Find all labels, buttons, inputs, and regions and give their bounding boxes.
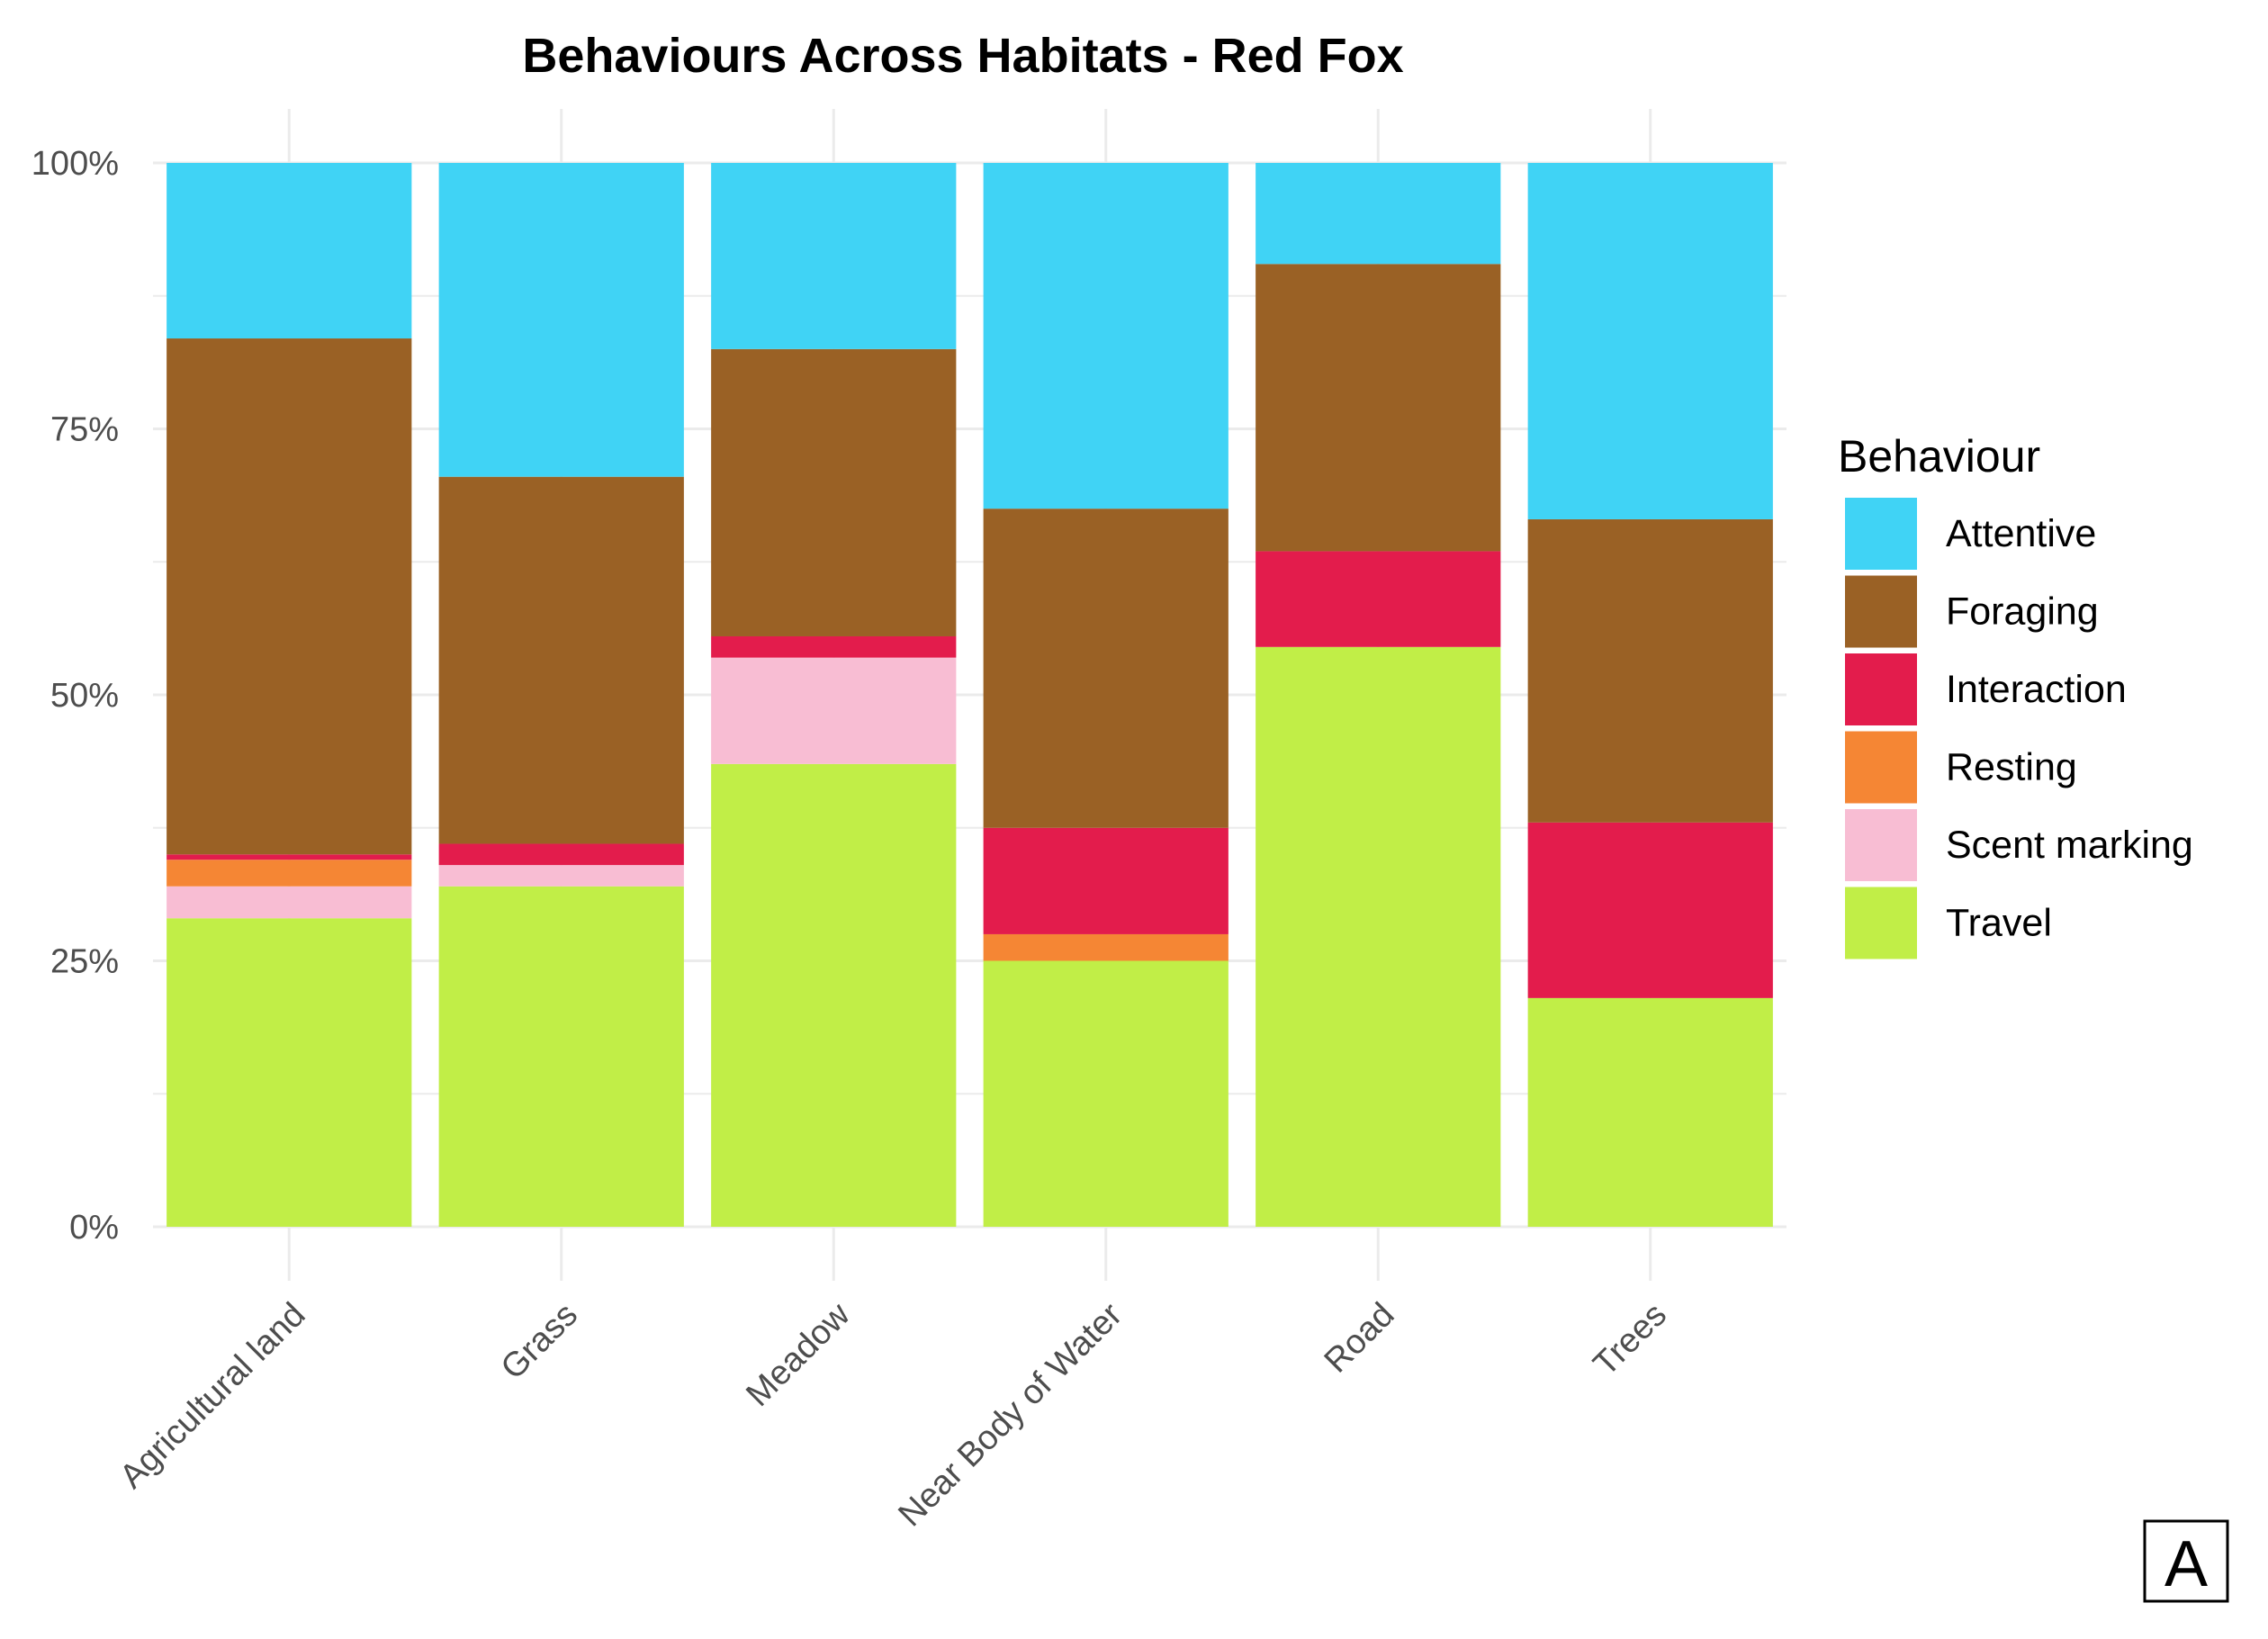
y-tick-label: 25% (50, 943, 119, 981)
bar-segment-resting (983, 933, 1228, 961)
legend-label: Interaction (1946, 668, 2127, 711)
bar-segment-attentive (1256, 163, 1501, 265)
legend-swatch-travel (1845, 887, 1917, 959)
bar-segment-travel (1256, 646, 1501, 1227)
x-tick-label: Near Body of Water (891, 1295, 1130, 1534)
bar-segment-attentive (711, 163, 957, 349)
bar-segment-interaction (711, 635, 957, 658)
legend-swatch-foraging (1845, 575, 1917, 648)
bar-segment-attentive (1527, 163, 1773, 519)
legend: Behaviour Attentive Foraging Interaction Re… (1838, 431, 2193, 959)
x-tick-label: Road (1318, 1296, 1402, 1381)
x-axis-ticks: Agricultural land Grass Meadow Near Body of… (112, 1295, 1674, 1534)
bar-segment-travel (711, 763, 957, 1227)
x-tick-label: Meadow (739, 1295, 858, 1414)
legend-swatch-scent-marking (1845, 809, 1917, 881)
bar-segment-foraging (711, 348, 957, 636)
y-tick-label: 50% (50, 677, 119, 715)
legend-label: Attentive (1946, 512, 2096, 555)
x-tick-label: Agricultural land (112, 1296, 312, 1496)
legend-swatch-interaction (1845, 653, 1917, 725)
bars (166, 163, 1773, 1227)
bar-segment-scent-marking (166, 886, 412, 919)
y-axis-ticks: 0% 25% 50% 75% 100% (32, 145, 119, 1247)
bar-segment-foraging (1256, 264, 1501, 552)
bar-segment-resting (166, 860, 412, 887)
y-tick-label: 75% (50, 411, 119, 449)
legend-title: Behaviour (1838, 431, 2040, 482)
bar-segment-attentive (166, 163, 412, 339)
bar-segment-interaction (983, 827, 1228, 934)
bar-segment-travel (166, 918, 412, 1227)
bar-segment-travel (983, 960, 1228, 1227)
chart-title: Behaviours Across Habitats - Red Fox (522, 29, 1403, 83)
y-tick-label: 100% (32, 145, 119, 183)
bar-segment-travel (438, 886, 684, 1227)
bar-segment-foraging (438, 476, 684, 844)
legend-label: Foraging (1946, 590, 2099, 634)
bar-segment-scent-marking (711, 657, 957, 764)
bar-segment-interaction (1527, 822, 1773, 998)
bar-segment-scent-marking (438, 865, 684, 887)
panel-label-frame (2143, 1519, 2229, 1603)
bar-segment-foraging (983, 509, 1228, 828)
legend-label: Resting (1946, 746, 2077, 789)
x-tick-label: Trees (1587, 1296, 1674, 1383)
bar-segment-travel (1527, 997, 1773, 1227)
legend-label: Travel (1946, 902, 2052, 945)
bar-segment-interaction (166, 854, 412, 860)
legend-swatch-resting (1845, 731, 1917, 804)
y-tick-label: 0% (69, 1209, 119, 1247)
bar-segment-interaction (438, 843, 684, 866)
bar-segment-interaction (1256, 551, 1501, 647)
bar-segment-attentive (983, 163, 1228, 509)
legend-label: Scent marking (1946, 824, 2193, 867)
bar-segment-attentive (438, 163, 684, 477)
bar-segment-foraging (1527, 518, 1773, 823)
panel-label: A (2164, 1528, 2208, 1600)
panel-label-box: A (2143, 1519, 2229, 1603)
x-tick-label: Grass (494, 1296, 585, 1387)
bar-segment-foraging (166, 338, 412, 855)
legend-swatch-attentive (1845, 498, 1917, 570)
